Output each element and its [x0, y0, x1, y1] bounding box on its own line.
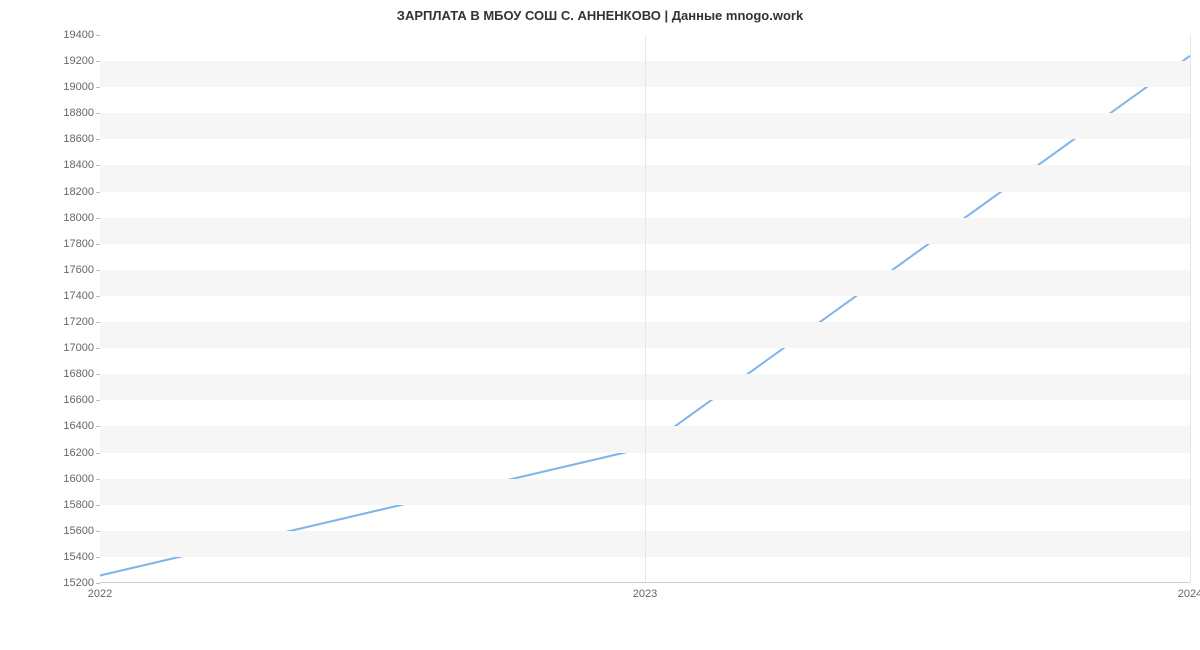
y-tick-mark [96, 218, 100, 219]
x-tick-label: 2023 [633, 582, 657, 600]
y-tick-mark [96, 244, 100, 245]
y-tick-mark [96, 348, 100, 349]
chart-title: ЗАРПЛАТА В МБОУ СОШ С. АННЕНКОВО | Данны… [0, 0, 1200, 27]
y-tick-label: 15400 [63, 551, 100, 563]
y-tick-label: 18800 [63, 107, 100, 119]
y-tick-mark [96, 87, 100, 88]
x-gridline [645, 35, 646, 582]
y-tick-mark [96, 426, 100, 427]
y-tick-mark [96, 35, 100, 36]
chart-plot-area: 1520015400156001580016000162001640016600… [100, 35, 1190, 583]
y-tick-label: 16000 [63, 473, 100, 485]
y-tick-mark [96, 557, 100, 558]
y-tick-mark [96, 400, 100, 401]
y-tick-label: 17000 [63, 342, 100, 354]
y-tick-label: 18000 [63, 212, 100, 224]
y-tick-mark [96, 270, 100, 271]
y-tick-label: 17200 [63, 316, 100, 328]
y-tick-label: 19400 [63, 29, 100, 41]
y-tick-label: 16600 [63, 394, 100, 406]
x-tick-label: 2024 [1178, 582, 1200, 600]
y-tick-mark [96, 479, 100, 480]
y-tick-label: 17400 [63, 290, 100, 302]
x-tick-label: 2022 [88, 582, 112, 600]
y-tick-label: 18400 [63, 159, 100, 171]
y-tick-label: 18200 [63, 186, 100, 198]
y-tick-mark [96, 505, 100, 506]
y-tick-mark [96, 113, 100, 114]
y-tick-mark [96, 61, 100, 62]
y-tick-label: 19200 [63, 55, 100, 67]
y-tick-mark [96, 139, 100, 140]
y-tick-label: 16200 [63, 447, 100, 459]
y-tick-label: 17600 [63, 264, 100, 276]
y-tick-label: 17800 [63, 238, 100, 250]
y-tick-mark [96, 531, 100, 532]
y-tick-label: 15600 [63, 525, 100, 537]
y-tick-mark [96, 165, 100, 166]
y-tick-label: 16400 [63, 420, 100, 432]
y-tick-mark [96, 296, 100, 297]
y-tick-label: 19000 [63, 81, 100, 93]
y-tick-label: 18600 [63, 133, 100, 145]
y-tick-label: 15800 [63, 499, 100, 511]
x-gridline [1190, 35, 1191, 582]
y-tick-mark [96, 453, 100, 454]
y-tick-mark [96, 192, 100, 193]
y-tick-mark [96, 374, 100, 375]
y-tick-label: 16800 [63, 368, 100, 380]
y-tick-mark [96, 322, 100, 323]
